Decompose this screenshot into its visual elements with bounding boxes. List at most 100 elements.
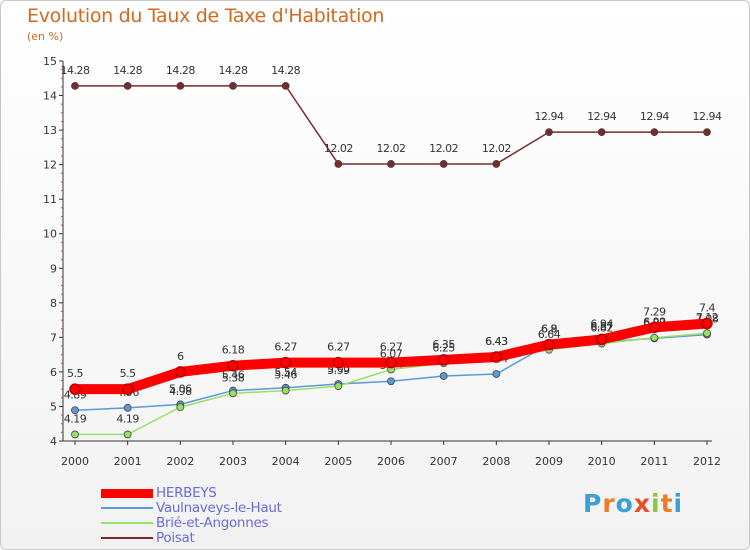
data-point-poisat bbox=[176, 81, 185, 90]
data-point-poisat bbox=[281, 81, 290, 90]
data-point-vaulnaveys-le-haut bbox=[123, 403, 132, 412]
data-point-poisat bbox=[229, 81, 237, 90]
data-label-herbeys: 6.35 bbox=[432, 338, 455, 351]
data-label-herbeys: 6.94 bbox=[590, 317, 613, 330]
logo-letter: i bbox=[651, 489, 661, 518]
legend-label: Vaulnaveys-le-Haut bbox=[156, 500, 282, 516]
data-point-poisat bbox=[439, 160, 448, 168]
logo-letter: r bbox=[602, 489, 616, 518]
legend-label: HERBEYS bbox=[156, 485, 217, 501]
data-label-poisat: 12.94 bbox=[535, 110, 564, 123]
data-label-herbeys: 5.5 bbox=[120, 367, 136, 380]
data-label-poisat: 12.94 bbox=[640, 110, 669, 123]
y-tick-label: 6 bbox=[50, 366, 57, 379]
data-label-vaulnaveys-le-haut: 6.8 bbox=[541, 322, 557, 335]
data-label-poisat: 14.28 bbox=[113, 64, 142, 77]
data-point-vaulnaveys-le-haut bbox=[439, 372, 448, 380]
data-label-herbeys: 5.5 bbox=[67, 367, 83, 380]
x-tick-label: 2009 bbox=[535, 455, 563, 468]
data-label-bri-et-angonnes: 6.64 bbox=[538, 328, 561, 341]
data-label-bri-et-angonnes: 6.25 bbox=[432, 341, 455, 354]
data-label-poisat: 14.28 bbox=[219, 64, 248, 77]
data-point-herbeys bbox=[490, 351, 503, 363]
data-point-herbeys bbox=[437, 354, 450, 366]
legend-swatch bbox=[101, 488, 153, 498]
data-point-bri-et-angonnes bbox=[229, 389, 237, 398]
chart-title: Evolution du Taux de Taxe d'Habitation bbox=[27, 5, 385, 27]
data-label-bri-et-angonnes: 4.98 bbox=[169, 385, 192, 398]
x-tick-label: 2000 bbox=[61, 455, 89, 468]
data-label-poisat: 12.94 bbox=[693, 110, 722, 123]
data-point-poisat bbox=[123, 81, 132, 90]
logo-letter: i bbox=[673, 489, 684, 518]
data-point-poisat bbox=[387, 160, 395, 168]
x-tick-label: 2002 bbox=[166, 455, 194, 468]
x-tick-label: 2011 bbox=[640, 455, 668, 468]
data-point-poisat bbox=[650, 128, 659, 137]
data-point-poisat bbox=[545, 128, 553, 137]
data-label-bri-et-angonnes: 6.43 bbox=[485, 335, 508, 348]
y-tick-label: 14 bbox=[43, 90, 57, 103]
y-tick-label: 4 bbox=[50, 435, 57, 448]
data-label-herbeys: 7.29 bbox=[643, 305, 666, 318]
proxiti-logo: Proxiti bbox=[583, 489, 683, 518]
data-label-herbeys: 6.27 bbox=[327, 341, 350, 354]
x-tick-label: 2006 bbox=[377, 455, 405, 468]
y-tick-label: 12 bbox=[43, 159, 57, 172]
data-label-bri-et-angonnes: 5.38 bbox=[222, 371, 245, 384]
x-tick-label: 2005 bbox=[324, 455, 352, 468]
data-point-bri-et-angonnes bbox=[176, 403, 185, 412]
data-point-herbeys bbox=[279, 356, 292, 369]
x-tick-label: 2012 bbox=[693, 455, 721, 468]
data-point-vaulnaveys-le-haut bbox=[387, 377, 395, 386]
data-label-herbeys: 6.27 bbox=[380, 341, 403, 354]
logo-letter: x bbox=[633, 489, 651, 518]
data-label-poisat: 12.02 bbox=[324, 142, 353, 155]
data-point-herbeys bbox=[648, 321, 661, 334]
data-label-bri-et-angonnes: 6.82 bbox=[590, 322, 613, 335]
data-point-herbeys bbox=[121, 383, 134, 395]
data-point-herbeys bbox=[595, 333, 608, 346]
data-label-herbeys: 6.9 bbox=[541, 323, 557, 336]
data-point-bri-et-angonnes bbox=[334, 382, 343, 390]
data-label-herbeys: 6.43 bbox=[485, 335, 508, 348]
x-tick-label: 2008 bbox=[482, 455, 510, 468]
data-point-bri-et-angonnes bbox=[71, 430, 79, 439]
data-point-poisat bbox=[334, 160, 343, 168]
logo-letter: P bbox=[583, 489, 603, 518]
data-label-poisat: 12.02 bbox=[429, 142, 458, 155]
data-point-vaulnaveys-le-haut bbox=[71, 406, 79, 415]
data-label-vaulnaveys-le-haut: 5.06 bbox=[169, 382, 192, 395]
y-tick-label: 8 bbox=[50, 297, 57, 310]
data-label-bri-et-angonnes: 4.19 bbox=[116, 412, 139, 425]
y-tick-label: 10 bbox=[43, 228, 57, 241]
data-point-poisat bbox=[703, 128, 711, 137]
logo-letter: t bbox=[660, 489, 674, 518]
data-point-poisat bbox=[492, 160, 501, 168]
data-label-poisat: 12.02 bbox=[377, 142, 406, 155]
data-point-bri-et-angonnes bbox=[650, 333, 659, 342]
y-tick-label: 7 bbox=[50, 331, 57, 344]
legend-swatch bbox=[101, 537, 153, 539]
y-tick-label: 5 bbox=[50, 400, 57, 413]
data-point-vaulnaveys-le-haut bbox=[492, 370, 501, 378]
legend-label: Brié-et-Angonnes bbox=[156, 515, 269, 531]
data-point-herbeys bbox=[69, 383, 81, 395]
data-label-poisat: 14.28 bbox=[271, 64, 300, 77]
y-tick-label: 9 bbox=[50, 262, 57, 275]
data-point-herbeys bbox=[543, 338, 555, 351]
logo-letter: o bbox=[615, 489, 634, 518]
data-label-vaulnaveys-le-haut: 6.87 bbox=[590, 320, 613, 333]
y-axis-unit: (en %) bbox=[27, 30, 64, 43]
x-tick-label: 2004 bbox=[272, 455, 300, 468]
data-label-poisat: 12.02 bbox=[482, 142, 511, 155]
y-tick-label: 13 bbox=[43, 124, 57, 137]
data-point-bri-et-angonnes bbox=[281, 386, 290, 395]
data-label-herbeys: 6.18 bbox=[222, 344, 245, 357]
data-label-herbeys: 7.4 bbox=[699, 302, 715, 315]
data-label-poisat: 14.28 bbox=[166, 64, 195, 77]
data-label-herbeys: 6.27 bbox=[274, 341, 297, 354]
x-tick-label: 2007 bbox=[430, 455, 458, 468]
data-point-poisat bbox=[71, 81, 79, 90]
